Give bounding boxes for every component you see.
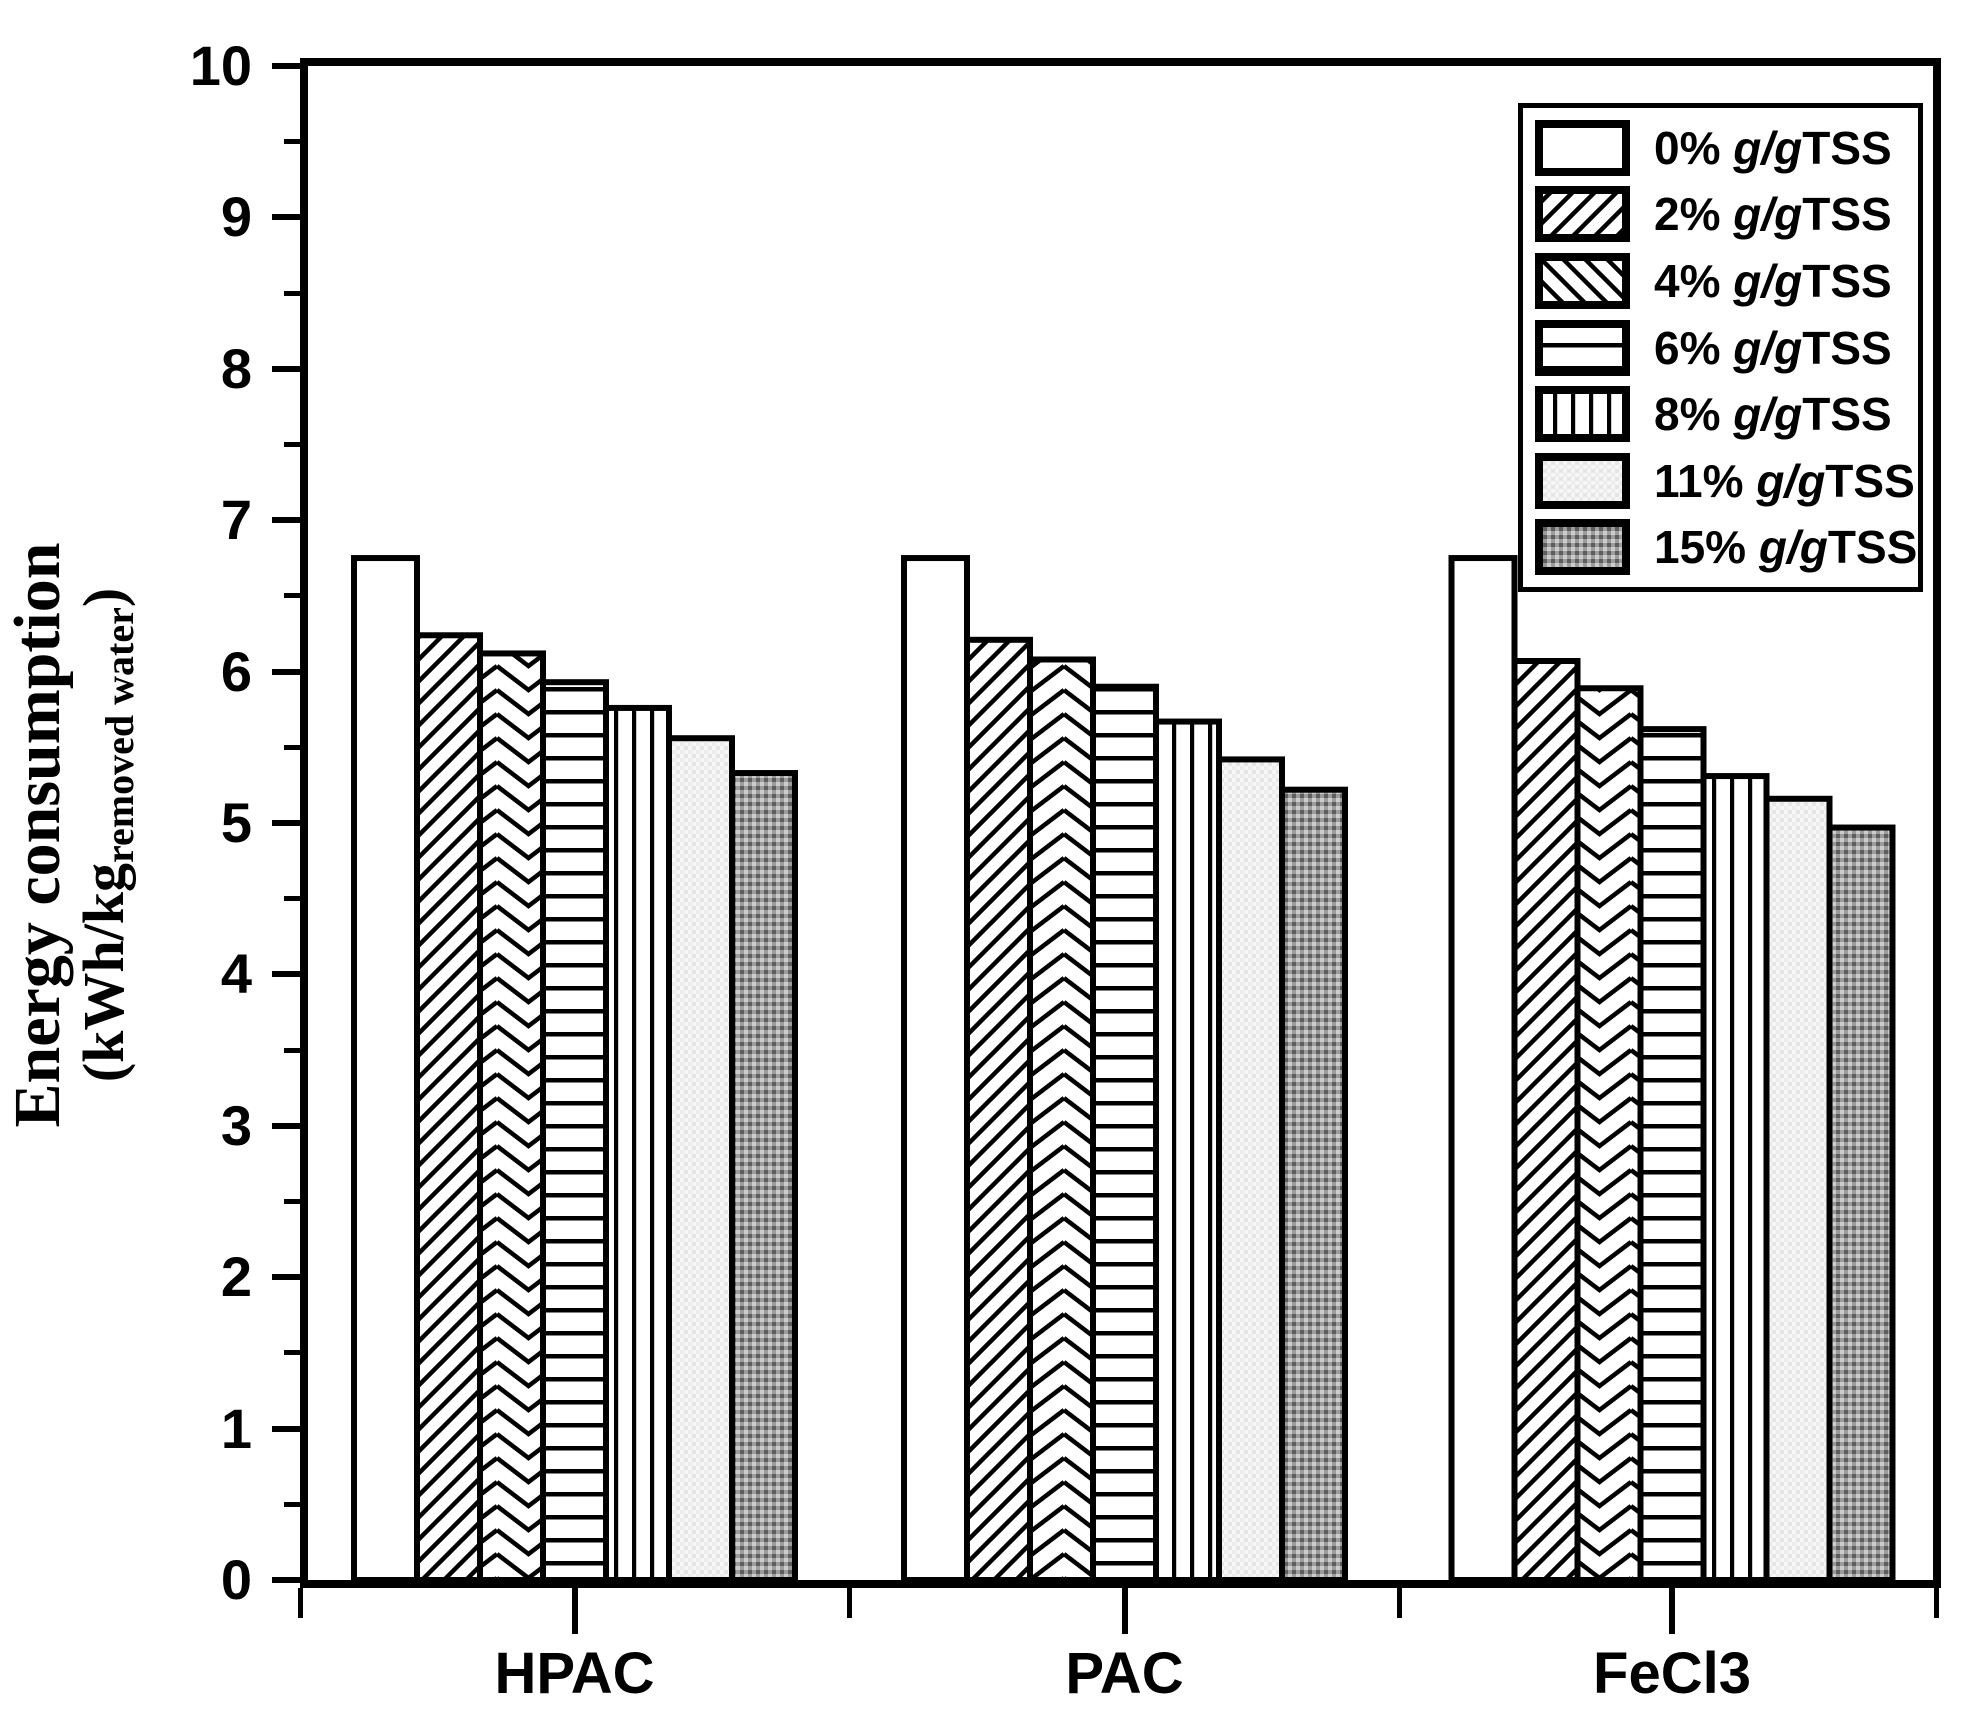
- legend-entry: 6% g/gTSS: [1535, 317, 1918, 379]
- y-axis-minor-tick: [284, 290, 300, 296]
- bar-HPAC-0% g/gTSS: [351, 555, 420, 1583]
- y-axis-major-tick: [272, 63, 300, 69]
- y-axis-tick-label: 2: [220, 1245, 252, 1309]
- legend-swatch-horizontal-lines-icon: [1535, 319, 1630, 376]
- bar-HPAC-15% g/gTSS: [729, 770, 798, 1583]
- y-axis-tick-label: 0: [220, 1548, 252, 1611]
- x-axis-major-tick: [571, 1588, 578, 1634]
- y-axis-tick-label: 10: [189, 34, 252, 97]
- y-axis-title-line2: (kWh/kgremoved water): [71, 543, 152, 1128]
- y-axis-major-tick: [272, 1274, 300, 1281]
- legend-entry: 11% g/gTSS: [1535, 450, 1918, 512]
- bar-HPAC-4% g/gTSS: [477, 650, 546, 1583]
- bars-layer: [351, 555, 1896, 1583]
- y-axis-tick-label: 6: [220, 639, 252, 703]
- y-axis-minor-tick: [284, 896, 300, 902]
- y-axis-major-tick: [272, 971, 300, 978]
- y-axis-major-tick: [272, 1122, 300, 1129]
- x-axis-minor-tick: [297, 1588, 303, 1618]
- y-axis-major-tick: [272, 668, 300, 675]
- y-axis-minor-tick: [284, 1350, 300, 1356]
- legend-swatch-diagonal-forward-icon: [1535, 186, 1630, 243]
- y-axis-minor-tick: [284, 1047, 300, 1053]
- y-axis-major-tick: [272, 517, 300, 524]
- bar-HPAC-2% g/gTSS: [414, 632, 483, 1583]
- bar-PAC-11% g/gTSS: [1216, 756, 1285, 1583]
- x-axis-minor-tick: [847, 1588, 852, 1618]
- bar-PAC-8% g/gTSS: [1153, 718, 1222, 1583]
- bar-FeCl3-0% g/gTSS: [1448, 555, 1518, 1583]
- bar-FeCl3-15% g/gTSS: [1826, 824, 1896, 1583]
- bar-PAC-0% g/gTSS: [901, 555, 970, 1583]
- y-axis-tick-label: 9: [220, 185, 252, 249]
- y-axis-major-tick: [272, 1425, 300, 1432]
- y-axis-tick-label: 7: [220, 488, 252, 552]
- bar-FeCl3-4% g/gTSS: [1574, 685, 1644, 1583]
- y-axis-minor-tick: [284, 442, 300, 447]
- y-axis-tick-label: 5: [220, 791, 252, 854]
- y-axis-minor-tick: [284, 1199, 300, 1204]
- y-axis-minor-tick: [284, 139, 300, 145]
- y-axis-title: Energy consumption (kWh/kgremoved water): [1, 542, 152, 1128]
- y-axis-title-line1: Energy consumption: [1, 542, 74, 1128]
- x-axis-major-tick: [1669, 1588, 1675, 1634]
- legend-entry: 4% g/gTSS: [1535, 250, 1918, 312]
- legend-entry: 2% g/gTSS: [1535, 183, 1918, 245]
- x-category-label: FeCl3: [1593, 1641, 1751, 1706]
- x-axis-minor-tick: [1396, 1588, 1402, 1618]
- bar-PAC-2% g/gTSS: [964, 636, 1033, 1583]
- legend-label: 15% g/gTSS: [1654, 521, 1918, 574]
- bar-FeCl3-11% g/gTSS: [1763, 795, 1833, 1583]
- legend-entry: 0% g/gTSS: [1535, 117, 1918, 179]
- legend-label: 6% g/gTSS: [1654, 321, 1892, 374]
- legend-label: 0% g/gTSS: [1654, 121, 1892, 174]
- legend-entry: 8% g/gTSS: [1535, 383, 1918, 445]
- y-axis-major-tick: [272, 820, 300, 826]
- y-axis-tick-label: 3: [220, 1093, 252, 1157]
- legend-entry: 15% g/gTSS: [1535, 516, 1918, 578]
- y-axis-minor-tick: [284, 593, 300, 599]
- legend-swatch-dots-light-icon: [1535, 452, 1630, 509]
- legend-label: 2% g/gTSS: [1654, 188, 1892, 241]
- bar-HPAC-11% g/gTSS: [666, 735, 735, 1583]
- y-axis-units-subscript: removed water: [97, 607, 142, 863]
- y-axis-units-suffix: ): [71, 587, 136, 608]
- bar-FeCl3-2% g/gTSS: [1511, 658, 1581, 1583]
- x-category-label: HPAC: [494, 1641, 655, 1706]
- y-axis-minor-tick: [284, 744, 300, 750]
- legend-label: 11% g/gTSS: [1654, 454, 1915, 507]
- legend-swatch-none-icon: [1535, 119, 1630, 176]
- y-axis-tick-label: 8: [220, 336, 252, 400]
- legend-swatch-diagonal-backward-icon: [1535, 252, 1630, 309]
- y-axis-major-tick: [272, 214, 300, 221]
- y-axis-major-tick: [272, 1577, 300, 1583]
- bar-HPAC-6% g/gTSS: [540, 679, 609, 1583]
- bar-FeCl3-8% g/gTSS: [1700, 773, 1770, 1583]
- legend-swatch-vertical-lines-icon: [1535, 386, 1630, 443]
- bar-HPAC-8% g/gTSS: [603, 704, 672, 1583]
- y-axis-tick-label: 4: [220, 942, 252, 1006]
- x-axis-major-tick: [1121, 1588, 1128, 1634]
- y-axis-tick-label: 1: [220, 1396, 252, 1460]
- y-axis-major-tick: [272, 365, 300, 372]
- legend: 0% g/gTSS 2% g/gTSS 4% g/gTSS 6% g/gTSS 8% g…: [1518, 103, 1923, 592]
- x-category-label: PAC: [1065, 1641, 1184, 1706]
- y-axis-units-prefix: (kWh/kg: [71, 862, 136, 1083]
- legend-label: 4% g/gTSS: [1654, 254, 1892, 307]
- bar-PAC-6% g/gTSS: [1090, 683, 1159, 1583]
- bar-FeCl3-6% g/gTSS: [1637, 726, 1707, 1583]
- bar-PAC-15% g/gTSS: [1279, 786, 1348, 1583]
- x-axis-minor-tick: [1933, 1588, 1939, 1618]
- y-axis-minor-tick: [284, 1501, 300, 1507]
- bar-PAC-4% g/gTSS: [1027, 656, 1096, 1583]
- legend-swatch-dots-dark-icon: [1535, 519, 1630, 576]
- legend-label: 8% g/gTSS: [1654, 388, 1892, 441]
